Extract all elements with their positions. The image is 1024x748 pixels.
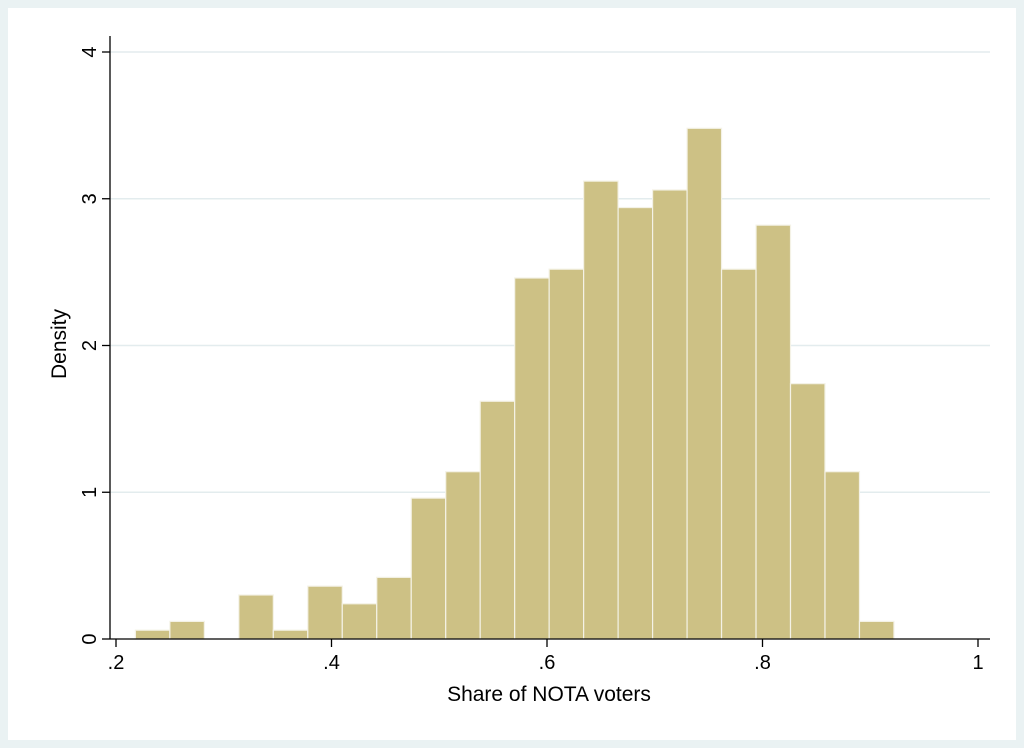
y-tick-label-4: 4 <box>79 46 101 57</box>
histogram-bar-6 <box>341 603 378 640</box>
histogram-bar-21 <box>858 620 895 640</box>
histogram-bar-9 <box>445 471 481 640</box>
histogram-bar-0 <box>134 629 171 640</box>
histogram-chart: 0 1 2 3 4 .2 .4 .6 .8 1 Share of NOTA voters Dens… <box>8 8 1016 740</box>
histogram-bar-10 <box>479 400 516 640</box>
y-tick-label-3: 3 <box>79 193 101 204</box>
y-tick-label-1: 1 <box>79 487 101 498</box>
histogram-bar-14 <box>617 206 654 640</box>
histogram-bar-7 <box>376 576 412 640</box>
tick-labels: 0 1 2 3 4 .2 .4 .6 .8 1 <box>79 46 984 674</box>
x-tick-label-4: 1 <box>972 652 983 674</box>
histogram-bar-5 <box>307 585 343 640</box>
y-tick-label-0: 0 <box>79 633 101 644</box>
histogram-bar-16 <box>686 127 723 640</box>
histogram-bar-20 <box>824 471 861 640</box>
x-tick-label-2: .6 <box>539 652 556 674</box>
y-tick-label-2: 2 <box>79 340 101 351</box>
histogram-bar-3 <box>238 594 274 640</box>
histogram-bar-15 <box>651 189 688 640</box>
x-tick-label-0: .2 <box>108 652 125 674</box>
x-tick-label-1: .4 <box>323 652 340 674</box>
axes <box>102 36 990 647</box>
histogram-bar-12 <box>548 268 585 640</box>
histogram-bar-11 <box>514 277 550 640</box>
histogram-bar-17 <box>720 268 757 640</box>
histogram-bars <box>134 127 895 640</box>
histogram-bar-18 <box>755 224 792 640</box>
histogram-bar-8 <box>410 497 447 640</box>
chart-frame: 0 1 2 3 4 .2 .4 .6 .8 1 Share of NOTA voters Dens… <box>8 8 1016 740</box>
x-tick-label-3: .8 <box>754 652 771 674</box>
histogram-bar-13 <box>583 180 619 640</box>
y-axis-title: Density <box>48 308 71 379</box>
histogram-bar-4 <box>272 629 309 640</box>
histogram-bar-19 <box>789 383 826 640</box>
x-axis-title: Share of NOTA voters <box>447 683 651 706</box>
histogram-bar-1 <box>169 620 205 640</box>
